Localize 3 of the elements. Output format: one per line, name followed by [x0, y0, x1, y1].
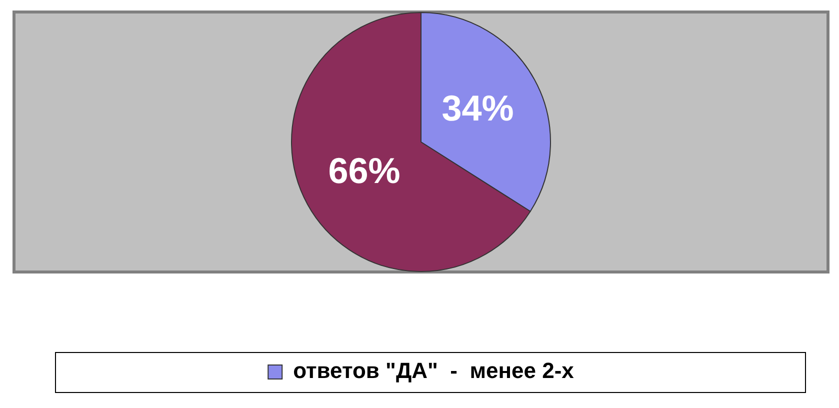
data-label: 66%	[328, 150, 400, 192]
data-label: 34%	[442, 88, 514, 129]
legend-label: ответов "ДА" - менее 2-х	[293, 358, 575, 384]
